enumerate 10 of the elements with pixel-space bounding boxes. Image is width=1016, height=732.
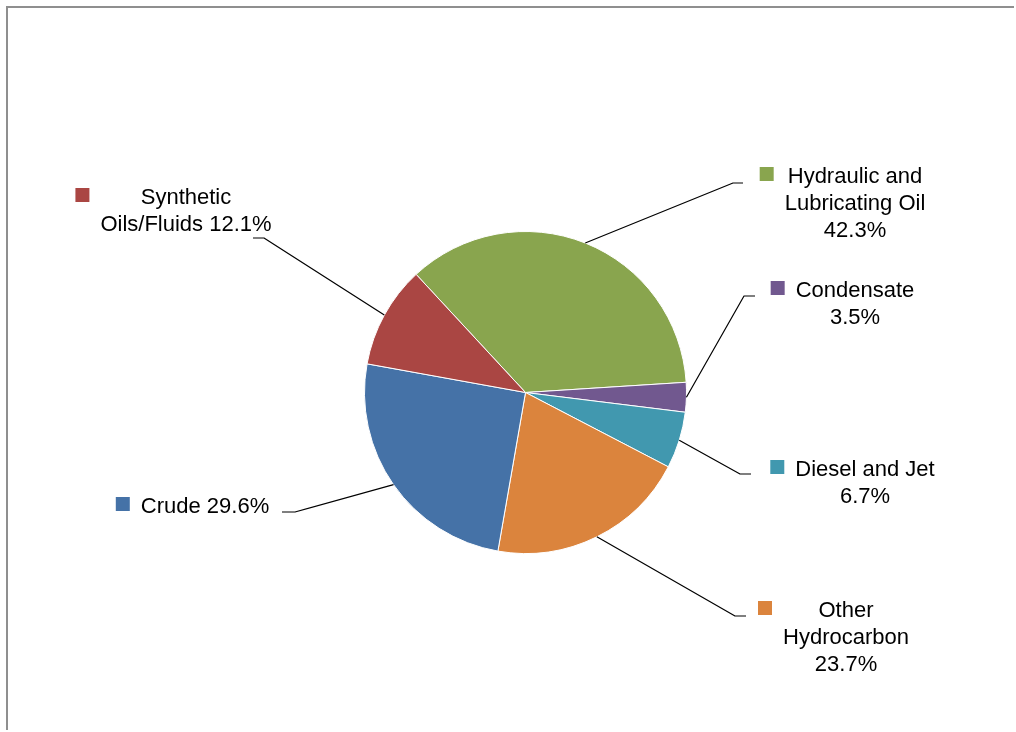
- legend-label: Other Hydrocarbon: [783, 597, 909, 649]
- data-label: 6.7%: [839, 483, 891, 508]
- legend-label: Diesel and Jet: [795, 456, 935, 481]
- data-label: 3.5%: [829, 304, 881, 329]
- data-label: 23.7%: [814, 651, 878, 676]
- legend-label: Crude 29.6%: [140, 493, 270, 518]
- legend-label: Synthetic Oils/Fluids 12.1%: [100, 184, 272, 236]
- data-label: 42.3%: [823, 217, 887, 242]
- legend-label: Condensate: [795, 277, 915, 302]
- legend-label: Hydraulic and Lubricating Oil: [784, 163, 926, 215]
